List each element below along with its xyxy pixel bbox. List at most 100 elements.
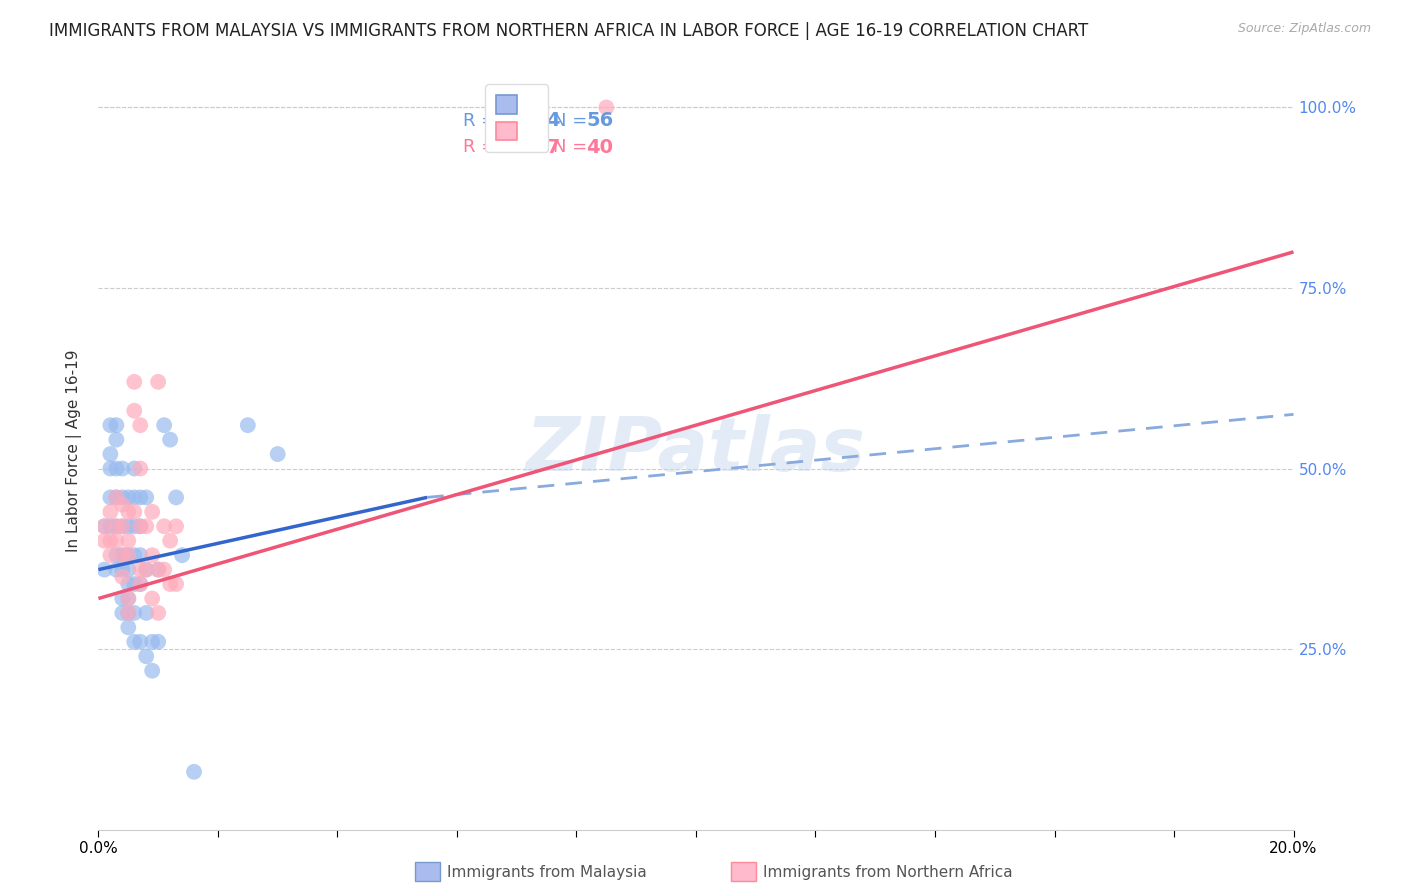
- Point: [141, 505, 163, 519]
- Point: [111, 570, 134, 584]
- Point: [124, 375, 146, 389]
- Point: [105, 418, 128, 433]
- Point: [93, 533, 115, 548]
- Point: [165, 577, 187, 591]
- Point: [135, 563, 157, 577]
- Point: [93, 563, 115, 577]
- Point: [111, 461, 134, 475]
- Point: [117, 548, 139, 562]
- Text: Source: ZipAtlas.com: Source: ZipAtlas.com: [1237, 22, 1371, 36]
- Point: [117, 591, 139, 606]
- Text: 56: 56: [586, 112, 613, 130]
- Point: [148, 635, 170, 649]
- Point: [135, 491, 157, 505]
- Text: R =: R =: [463, 138, 502, 156]
- Point: [159, 533, 181, 548]
- Point: [98, 519, 122, 533]
- Point: [111, 591, 134, 606]
- Point: [129, 548, 152, 562]
- Point: [135, 519, 157, 533]
- Point: [98, 491, 122, 505]
- Point: [111, 498, 134, 512]
- Point: [111, 491, 134, 505]
- Point: [124, 519, 146, 533]
- Point: [117, 505, 139, 519]
- Text: 0.134: 0.134: [499, 112, 560, 130]
- Text: Immigrants from Northern Africa: Immigrants from Northern Africa: [763, 865, 1014, 880]
- Point: [117, 533, 139, 548]
- Point: [165, 519, 187, 533]
- Point: [105, 519, 128, 533]
- Point: [141, 548, 163, 562]
- Point: [159, 577, 181, 591]
- Point: [93, 519, 115, 533]
- Point: [105, 433, 128, 447]
- Text: 40: 40: [586, 137, 613, 157]
- Text: N =: N =: [553, 112, 592, 129]
- Point: [153, 418, 176, 433]
- Point: [117, 577, 139, 591]
- Point: [111, 519, 134, 533]
- Point: [129, 418, 152, 433]
- Point: [105, 491, 128, 505]
- Point: [129, 577, 152, 591]
- Point: [111, 548, 134, 562]
- Point: [111, 519, 134, 533]
- Text: ZIPatlas: ZIPatlas: [526, 414, 866, 487]
- Point: [117, 491, 139, 505]
- Point: [117, 563, 139, 577]
- Point: [129, 635, 152, 649]
- Point: [98, 548, 122, 562]
- Point: [135, 563, 157, 577]
- Point: [111, 563, 134, 577]
- Point: [117, 620, 139, 634]
- Point: [159, 433, 181, 447]
- Point: [111, 606, 134, 620]
- Point: [148, 606, 170, 620]
- Point: [129, 519, 152, 533]
- Point: [124, 505, 146, 519]
- Point: [595, 100, 617, 114]
- Y-axis label: In Labor Force | Age 16-19: In Labor Force | Age 16-19: [66, 349, 83, 552]
- Point: [141, 635, 163, 649]
- Text: R =: R =: [463, 112, 502, 129]
- Point: [129, 519, 152, 533]
- Point: [129, 563, 152, 577]
- Point: [148, 563, 170, 577]
- Point: [98, 418, 122, 433]
- Point: [129, 461, 152, 475]
- Point: [236, 418, 259, 433]
- Point: [98, 533, 122, 548]
- Point: [153, 519, 176, 533]
- Point: [117, 606, 139, 620]
- Point: [93, 519, 115, 533]
- Point: [105, 563, 128, 577]
- Point: [117, 519, 139, 533]
- Point: [117, 548, 139, 562]
- Point: [124, 606, 146, 620]
- Point: [124, 548, 146, 562]
- Point: [124, 635, 146, 649]
- Point: [98, 447, 122, 461]
- Point: [124, 491, 146, 505]
- Point: [105, 519, 128, 533]
- Point: [98, 505, 122, 519]
- Point: [124, 461, 146, 475]
- Point: [172, 548, 194, 562]
- Point: [141, 591, 163, 606]
- Point: [183, 764, 205, 779]
- Point: [105, 491, 128, 505]
- Text: 0.507: 0.507: [499, 137, 560, 157]
- Point: [111, 548, 134, 562]
- Point: [98, 461, 122, 475]
- Point: [153, 563, 176, 577]
- Point: [105, 548, 128, 562]
- Text: Immigrants from Malaysia: Immigrants from Malaysia: [447, 865, 647, 880]
- Text: IMMIGRANTS FROM MALAYSIA VS IMMIGRANTS FROM NORTHERN AFRICA IN LABOR FORCE | AGE: IMMIGRANTS FROM MALAYSIA VS IMMIGRANTS F…: [49, 22, 1088, 40]
- Point: [148, 563, 170, 577]
- Text: N =: N =: [553, 138, 592, 156]
- Point: [105, 461, 128, 475]
- Point: [165, 491, 187, 505]
- Point: [141, 664, 163, 678]
- Point: [267, 447, 290, 461]
